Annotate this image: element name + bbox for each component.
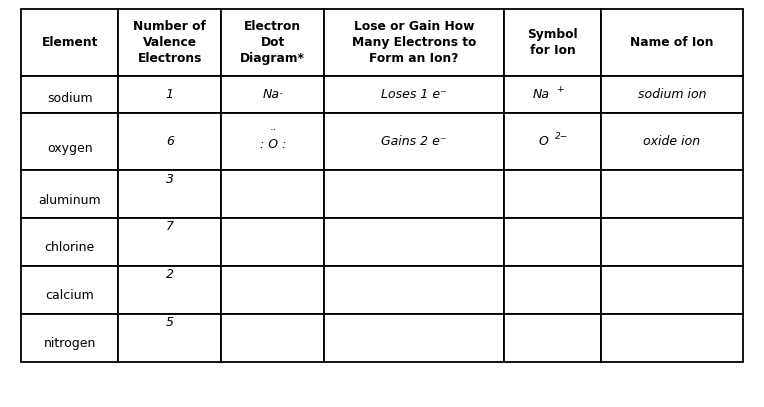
- Text: calcium: calcium: [46, 289, 94, 302]
- Text: Loses 1 e⁻: Loses 1 e⁻: [381, 88, 447, 101]
- Text: 2: 2: [166, 268, 174, 281]
- Bar: [601, 314, 743, 362]
- Text: ··: ··: [270, 125, 277, 135]
- Text: O: O: [538, 135, 548, 148]
- Bar: [503, 113, 601, 171]
- Text: oxygen: oxygen: [47, 142, 92, 155]
- Bar: [118, 76, 222, 113]
- Bar: [21, 266, 118, 314]
- Text: Electron
Dot
Diagram*: Electron Dot Diagram*: [241, 20, 306, 65]
- Text: sodium: sodium: [47, 92, 92, 105]
- Bar: [503, 218, 601, 266]
- Bar: [503, 171, 601, 218]
- Bar: [118, 171, 222, 218]
- Bar: [21, 9, 118, 76]
- Text: Lose or Gain How
Many Electrons to
Form an Ion?: Lose or Gain How Many Electrons to Form …: [352, 20, 476, 65]
- Bar: [21, 113, 118, 171]
- Bar: [222, 9, 325, 76]
- Text: Element: Element: [42, 36, 98, 49]
- Bar: [325, 266, 503, 314]
- Bar: [601, 266, 743, 314]
- Bar: [601, 171, 743, 218]
- Text: Name of Ion: Name of Ion: [630, 36, 714, 49]
- Bar: [222, 171, 325, 218]
- Text: : O :: : O :: [260, 138, 286, 151]
- Text: 7: 7: [166, 221, 174, 233]
- Bar: [222, 314, 325, 362]
- Text: Number of
Valence
Electrons: Number of Valence Electrons: [134, 20, 206, 65]
- Bar: [503, 266, 601, 314]
- Bar: [325, 314, 503, 362]
- Text: 1: 1: [166, 88, 174, 101]
- Text: 5: 5: [166, 316, 174, 329]
- Text: Symbol
for Ion: Symbol for Ion: [527, 28, 578, 57]
- Bar: [503, 76, 601, 113]
- Text: sodium ion: sodium ion: [638, 88, 706, 101]
- Bar: [21, 76, 118, 113]
- Bar: [325, 9, 503, 76]
- Bar: [503, 314, 601, 362]
- Text: +: +: [555, 85, 563, 94]
- Bar: [21, 218, 118, 266]
- Bar: [118, 218, 222, 266]
- Text: 6: 6: [166, 135, 174, 148]
- Bar: [601, 9, 743, 76]
- Text: Gains 2 e⁻: Gains 2 e⁻: [381, 135, 447, 148]
- Bar: [118, 9, 222, 76]
- Bar: [118, 314, 222, 362]
- Text: chlorine: chlorine: [45, 241, 95, 254]
- Text: oxide ion: oxide ion: [643, 135, 701, 148]
- Bar: [118, 266, 222, 314]
- Bar: [325, 171, 503, 218]
- Bar: [325, 218, 503, 266]
- Bar: [503, 9, 601, 76]
- Text: aluminum: aluminum: [38, 194, 101, 207]
- Bar: [601, 218, 743, 266]
- Bar: [21, 171, 118, 218]
- Bar: [325, 113, 503, 171]
- Bar: [222, 76, 325, 113]
- Bar: [325, 76, 503, 113]
- Bar: [601, 76, 743, 113]
- Bar: [21, 314, 118, 362]
- Text: Na: Na: [533, 88, 549, 101]
- Bar: [118, 113, 222, 171]
- Bar: [601, 113, 743, 171]
- Bar: [222, 218, 325, 266]
- Bar: [222, 266, 325, 314]
- Text: nitrogen: nitrogen: [44, 337, 96, 350]
- Bar: [222, 113, 325, 171]
- Text: 3: 3: [166, 173, 174, 186]
- Text: 2−: 2−: [555, 132, 568, 141]
- Text: Na·: Na·: [262, 88, 283, 101]
